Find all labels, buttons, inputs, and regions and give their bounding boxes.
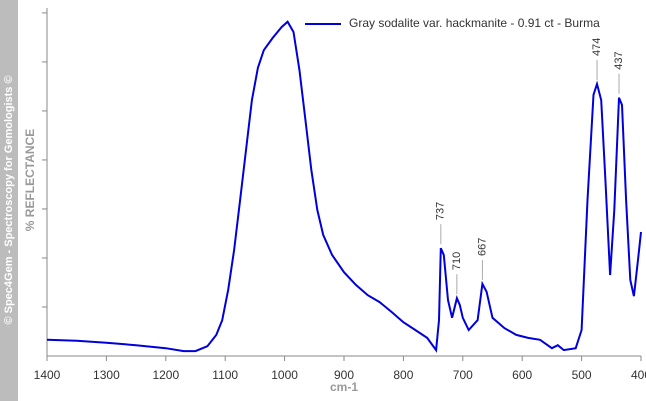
x-tick-label: 900 [334, 368, 354, 382]
x-tick-label: 500 [572, 368, 592, 382]
x-tick-label: 800 [393, 368, 413, 382]
x-tick-label: 1400 [34, 368, 61, 382]
watermark-band [0, 0, 18, 401]
peak-label: 710 [451, 252, 463, 270]
x-axis-label: cm-1 [330, 380, 358, 394]
x-tick-label: 1100 [212, 368, 238, 382]
x-tick-label: 400 [631, 368, 646, 382]
peak-label: 667 [476, 238, 488, 256]
watermark: © Spec4Gem - Spectroscopy for Gemologist… [3, 75, 15, 324]
legend-label: Gray sodalite var. hackmanite - 0.91 ct … [349, 16, 600, 30]
peak-label: 474 [591, 38, 603, 56]
spectrum-line [46, 20, 642, 353]
peak-label: 737 [435, 202, 447, 220]
x-tick-label: 1200 [152, 368, 179, 382]
x-tick-label: 700 [453, 368, 473, 382]
peak-label: 437 [613, 51, 625, 69]
x-tick-label: 1300 [93, 368, 120, 382]
x-tick-label: 1000 [271, 368, 298, 382]
y-axis-label: % REFLECTANCE [23, 129, 37, 231]
x-tick-label: 600 [512, 368, 532, 382]
